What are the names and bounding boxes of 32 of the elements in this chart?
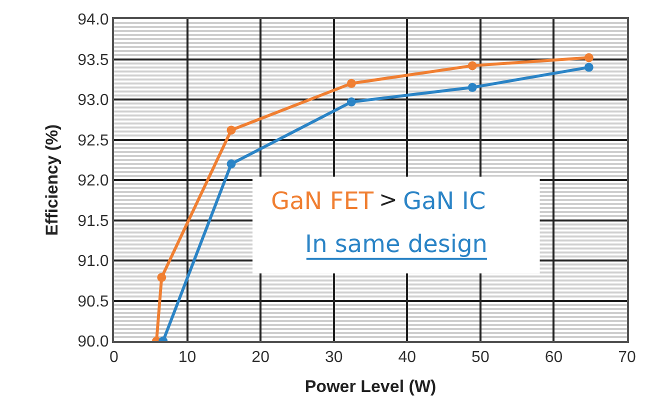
point (346, 97, 356, 106)
point (584, 62, 594, 72)
y-tick-label: 91.0 (78, 253, 109, 270)
y-tick-label: 90.5 (78, 293, 109, 310)
y-tick-label: 91.5 (78, 212, 109, 230)
x-tick-label: 40 (398, 349, 416, 366)
point (226, 126, 236, 135)
y-tick-label: 92.0 (78, 172, 109, 190)
x-axis-title: Power Level (W) (304, 377, 436, 396)
x-tick-label: 20 (252, 349, 270, 366)
point (226, 159, 236, 168)
annotation: > (379, 188, 398, 213)
y-tick-label: 92.5 (78, 132, 109, 150)
annotation: In same design (305, 230, 488, 258)
y-tick-label: 90.0 (78, 334, 109, 351)
x-tick-label: 10 (178, 349, 196, 366)
annotation: GaN IC (403, 187, 486, 215)
y-tick-label: 93.0 (78, 92, 109, 110)
annotation: GaN FET (271, 187, 374, 215)
y-tick-label: 94.0 (78, 12, 109, 29)
x-tick-label: 50 (472, 349, 490, 366)
point (468, 61, 477, 70)
y-tick-label: 93.5 (78, 52, 109, 69)
x-tick-label: 0 (110, 349, 119, 366)
point (157, 272, 166, 282)
x-tick-label: 30 (324, 349, 343, 366)
y-axis-title: Efficiency (%) (42, 124, 62, 236)
point (346, 78, 356, 88)
point (468, 82, 477, 92)
x-tick-label: 70 (618, 349, 636, 366)
x-tick-label: 60 (544, 349, 563, 366)
point (584, 53, 594, 62)
